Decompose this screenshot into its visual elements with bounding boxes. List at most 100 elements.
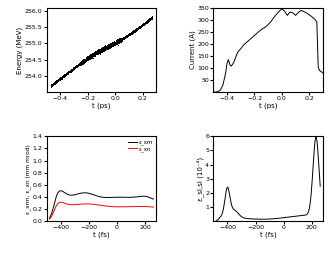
- Point: [134, 27, 139, 31]
- Point: [89, 54, 95, 58]
- Point: [107, 44, 112, 48]
- Point: [77, 61, 83, 66]
- Point: [89, 53, 94, 57]
- Point: [90, 55, 95, 59]
- Point: [48, 84, 54, 88]
- Point: [92, 51, 97, 55]
- Point: [114, 39, 119, 43]
- Point: [98, 46, 103, 51]
- Point: [108, 43, 113, 47]
- Point: [73, 64, 78, 68]
- Point: [89, 54, 95, 58]
- Point: [90, 53, 96, 57]
- Point: [74, 64, 79, 68]
- Point: [99, 47, 105, 52]
- Point: [108, 43, 113, 47]
- Point: [116, 38, 122, 42]
- Point: [110, 43, 116, 47]
- Point: [82, 58, 87, 62]
- Point: [95, 50, 101, 54]
- Point: [98, 49, 103, 53]
- Point: [145, 19, 150, 23]
- Point: [147, 18, 152, 22]
- Point: [126, 33, 131, 37]
- Point: [111, 41, 116, 45]
- Point: [118, 38, 123, 42]
- Point: [118, 39, 123, 43]
- Point: [92, 51, 98, 55]
- Point: [111, 42, 117, 46]
- Point: [108, 42, 113, 46]
- Point: [120, 37, 125, 41]
- Point: [52, 80, 58, 84]
- Point: [139, 24, 144, 28]
- Point: [81, 59, 87, 63]
- Point: [122, 35, 127, 39]
- Point: [86, 56, 91, 60]
- Point: [146, 19, 151, 23]
- Point: [65, 71, 70, 75]
- Point: [67, 69, 72, 73]
- Point: [133, 28, 138, 32]
- Point: [148, 16, 153, 20]
- Point: [118, 37, 124, 41]
- Point: [103, 46, 108, 50]
- Point: [88, 54, 93, 58]
- Y-axis label: ε_sl,sl (10⁻⁴): ε_sl,sl (10⁻⁴): [196, 156, 204, 201]
- Point: [123, 34, 129, 38]
- Point: [85, 57, 91, 61]
- Point: [70, 67, 76, 71]
- Point: [115, 39, 120, 43]
- Point: [97, 49, 102, 53]
- Point: [114, 40, 120, 44]
- Point: [142, 21, 148, 25]
- Point: [119, 37, 124, 41]
- Point: [130, 31, 135, 35]
- Point: [98, 47, 103, 51]
- Point: [100, 47, 106, 51]
- Point: [121, 36, 126, 40]
- Point: [91, 52, 96, 56]
- Point: [64, 72, 69, 76]
- Point: [116, 39, 121, 43]
- Point: [76, 63, 81, 67]
- Point: [107, 43, 113, 47]
- Point: [100, 47, 105, 51]
- Point: [140, 22, 145, 26]
- Point: [96, 50, 101, 54]
- Point: [116, 39, 122, 43]
- Point: [89, 54, 95, 58]
- Point: [109, 43, 114, 47]
- Point: [74, 64, 80, 68]
- Point: [66, 69, 71, 73]
- Point: [102, 46, 107, 50]
- Point: [85, 56, 90, 60]
- Point: [49, 83, 54, 87]
- Point: [56, 77, 62, 81]
- Point: [131, 28, 137, 32]
- Point: [64, 72, 69, 76]
- Point: [92, 51, 97, 55]
- Point: [81, 58, 87, 62]
- Point: [113, 42, 119, 46]
- Point: [68, 69, 73, 73]
- Point: [100, 47, 105, 51]
- Point: [59, 75, 65, 79]
- Point: [108, 44, 113, 48]
- Point: [103, 46, 109, 50]
- Point: [94, 51, 100, 55]
- Point: [98, 48, 103, 52]
- Point: [113, 39, 119, 43]
- Point: [101, 46, 106, 51]
- Point: [144, 19, 149, 23]
- Point: [93, 52, 98, 56]
- Point: [75, 64, 80, 68]
- Point: [54, 79, 59, 83]
- Point: [138, 24, 144, 28]
- Point: [103, 45, 109, 50]
- ε_xn: [142, 205, 146, 208]
- Point: [141, 21, 147, 25]
- Point: [88, 54, 93, 58]
- ε_xn: [110, 205, 114, 208]
- Point: [98, 50, 103, 54]
